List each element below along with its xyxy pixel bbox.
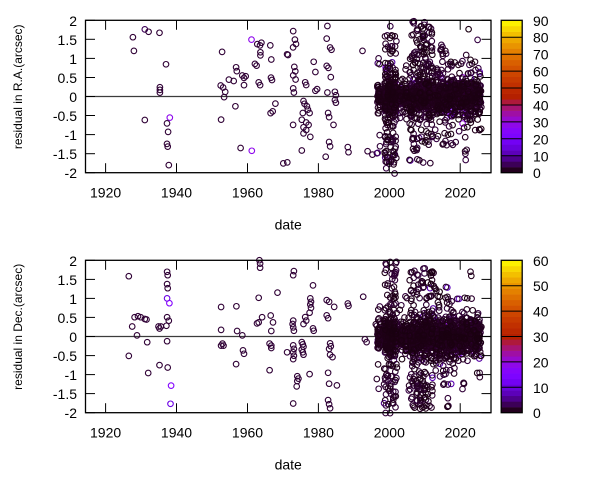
svg-text:0: 0 bbox=[69, 329, 77, 345]
svg-text:90: 90 bbox=[533, 13, 549, 29]
svg-text:70: 70 bbox=[533, 47, 549, 63]
svg-text:-2: -2 bbox=[65, 165, 78, 181]
svg-text:20: 20 bbox=[533, 131, 549, 147]
svg-text:1.5: 1.5 bbox=[58, 32, 78, 48]
svg-text:1940: 1940 bbox=[161, 424, 192, 440]
svg-text:1920: 1920 bbox=[90, 184, 121, 200]
svg-text:10: 10 bbox=[533, 380, 549, 396]
svg-text:0: 0 bbox=[69, 89, 77, 105]
svg-text:40: 40 bbox=[533, 304, 549, 320]
svg-text:60: 60 bbox=[533, 253, 549, 269]
svg-text:1: 1 bbox=[69, 51, 77, 67]
svg-text:1960: 1960 bbox=[232, 184, 263, 200]
svg-text:2020: 2020 bbox=[445, 424, 476, 440]
svg-text:-1.5: -1.5 bbox=[53, 146, 77, 162]
svg-text:1980: 1980 bbox=[303, 424, 334, 440]
svg-text:0: 0 bbox=[533, 405, 541, 421]
svg-text:20: 20 bbox=[533, 354, 549, 370]
svg-text:1920: 1920 bbox=[90, 424, 121, 440]
svg-text:1980: 1980 bbox=[303, 184, 334, 200]
svg-text:-1: -1 bbox=[65, 367, 78, 383]
svg-text:1.5: 1.5 bbox=[58, 272, 78, 288]
svg-text:0.5: 0.5 bbox=[58, 310, 78, 326]
svg-text:-1.5: -1.5 bbox=[53, 386, 77, 402]
svg-text:10: 10 bbox=[533, 148, 549, 164]
svg-text:1: 1 bbox=[69, 291, 77, 307]
svg-text:0: 0 bbox=[533, 165, 541, 181]
svg-text:residual in R.A.(arcsec): residual in R.A.(arcsec) bbox=[11, 24, 25, 149]
svg-text:80: 80 bbox=[533, 30, 549, 46]
svg-text:30: 30 bbox=[533, 114, 549, 130]
svg-text:2: 2 bbox=[69, 253, 77, 269]
svg-text:-0.5: -0.5 bbox=[53, 108, 77, 124]
svg-text:50: 50 bbox=[533, 81, 549, 97]
svg-text:2020: 2020 bbox=[445, 184, 476, 200]
svg-text:date: date bbox=[275, 216, 302, 232]
svg-text:1940: 1940 bbox=[161, 184, 192, 200]
svg-text:2: 2 bbox=[69, 13, 77, 29]
svg-text:-0.5: -0.5 bbox=[53, 348, 77, 364]
svg-text:60: 60 bbox=[533, 64, 549, 80]
svg-text:date: date bbox=[275, 456, 302, 472]
svg-text:40: 40 bbox=[533, 98, 549, 114]
svg-text:residual in Dec.(arcsec): residual in Dec.(arcsec) bbox=[11, 264, 25, 390]
svg-text:2000: 2000 bbox=[374, 184, 405, 200]
svg-text:0.5: 0.5 bbox=[58, 70, 78, 86]
svg-text:-1: -1 bbox=[65, 127, 78, 143]
svg-text:2000: 2000 bbox=[374, 424, 405, 440]
svg-text:1960: 1960 bbox=[232, 424, 263, 440]
svg-text:-2: -2 bbox=[65, 405, 78, 421]
svg-text:30: 30 bbox=[533, 329, 549, 345]
svg-text:50: 50 bbox=[533, 278, 549, 294]
